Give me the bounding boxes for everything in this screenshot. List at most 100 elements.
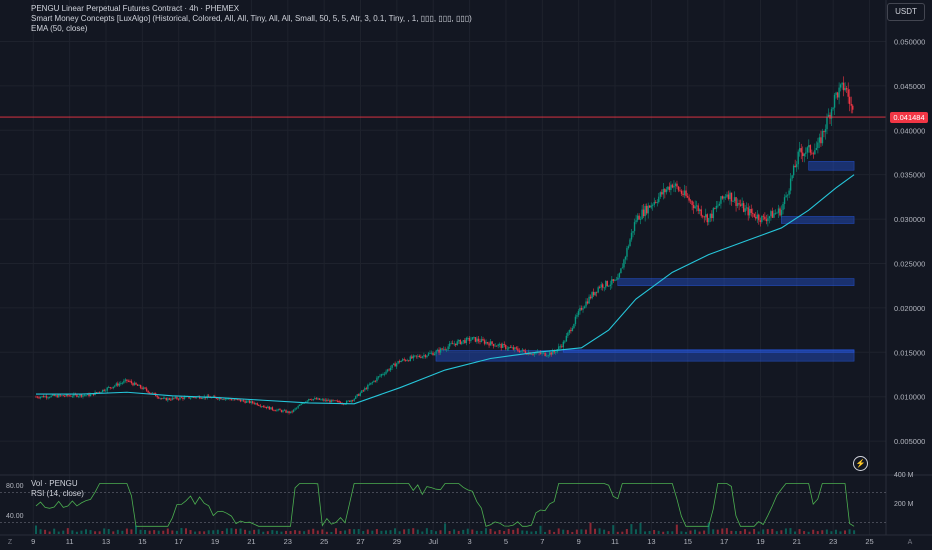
volume-bar	[498, 529, 501, 534]
x-tick-label: 21	[793, 537, 801, 546]
volume-bar	[103, 528, 106, 534]
candle-body	[617, 277, 619, 280]
x-tick-label: 23	[829, 537, 837, 546]
candle-body	[839, 84, 842, 88]
volume-bar	[716, 529, 719, 534]
candle-body	[377, 376, 380, 378]
volume-bar	[216, 529, 219, 534]
lightning-icon[interactable]: ⚡	[853, 456, 868, 471]
x-tick-label: 29	[393, 537, 401, 546]
candle-body	[256, 403, 258, 406]
candle-body	[779, 208, 781, 216]
candle-body	[486, 342, 489, 344]
candle-body	[792, 165, 795, 176]
candle-body	[258, 405, 260, 406]
candle-body	[165, 397, 168, 401]
volume-bar	[462, 529, 465, 534]
volume-bar	[698, 531, 701, 534]
candle-body	[692, 205, 695, 209]
candle-body	[35, 396, 37, 398]
candle-body	[476, 338, 478, 342]
volume-bar	[503, 531, 506, 534]
candle-body	[141, 387, 143, 390]
candle-body	[68, 395, 71, 397]
volume-bar	[666, 531, 669, 534]
currency-button[interactable]: USDT	[887, 3, 925, 21]
candle-body	[621, 267, 624, 269]
candle-body	[241, 400, 243, 402]
candle-body	[183, 397, 186, 400]
smc-indicator-label[interactable]: Smart Money Concepts [LuxAlgo] (Historic…	[31, 14, 472, 23]
x-tick-label: 7	[540, 537, 544, 546]
volume-bar	[780, 530, 783, 534]
candle-body	[191, 396, 193, 398]
candle-body	[232, 399, 234, 401]
candle-body	[736, 203, 739, 206]
x-tick-label: 13	[647, 537, 655, 546]
candle-body	[208, 395, 210, 398]
candle-body	[588, 296, 590, 304]
candle-body	[850, 103, 852, 106]
rsi-indicator-label[interactable]: RSI (14, close)	[31, 489, 84, 498]
candle-body	[42, 396, 45, 398]
volume-bar	[257, 529, 260, 534]
grid-lines	[0, 0, 886, 535]
volume-bar	[280, 531, 283, 534]
candle-body	[585, 301, 587, 307]
candle-body	[429, 353, 431, 354]
volume-bar	[194, 531, 197, 534]
candle-body	[297, 406, 299, 408]
volume-bar	[230, 528, 233, 534]
candle-body	[530, 354, 533, 355]
candle-body	[852, 105, 854, 110]
candle-body	[683, 190, 686, 196]
candle-body	[776, 212, 778, 214]
candle-body	[438, 349, 440, 353]
candle-body	[562, 341, 565, 348]
candle-body	[442, 348, 445, 350]
candle-body	[652, 204, 654, 206]
ema-indicator-label[interactable]: EMA (50, close)	[31, 24, 88, 33]
candle-body	[400, 360, 402, 363]
volume-bar	[812, 529, 815, 534]
candle-body	[694, 206, 696, 209]
volume-bar	[544, 531, 547, 534]
candle-body	[374, 380, 377, 382]
x-tick-label: 25	[320, 537, 328, 546]
volume-bar	[580, 529, 583, 534]
volume-indicator-label[interactable]: Vol · PENGU	[31, 479, 78, 488]
volume-bar	[853, 530, 856, 534]
candle-body	[827, 114, 830, 117]
candle-body	[777, 208, 780, 213]
candle-body	[100, 391, 102, 393]
x-tick-label: 27	[356, 537, 364, 546]
candle-body	[408, 360, 410, 362]
y-tick-label: 0.040000	[894, 126, 925, 135]
volume-bar	[662, 531, 665, 534]
candle-body	[261, 406, 263, 408]
candle-body	[564, 341, 566, 343]
volume-bar	[634, 529, 637, 534]
candle-body	[386, 369, 389, 372]
candle-body	[368, 384, 371, 386]
price-axis[interactable]: 0.050000 0.045000 0.040000 0.035000 0.030000…	[894, 37, 925, 446]
volume-bar	[48, 531, 51, 534]
candle-body	[668, 186, 671, 191]
symbol-title[interactable]: PENGU Linear Perpetual Futures Contract …	[31, 4, 240, 13]
volume-bar	[789, 528, 792, 534]
y-tick-label: 0.010000	[894, 393, 925, 402]
candle-body	[397, 361, 399, 364]
y-tick-label: 0.035000	[894, 171, 925, 180]
candle-body	[603, 287, 605, 289]
candle-body	[44, 396, 46, 398]
volume-bar	[403, 529, 406, 534]
candle-body	[162, 398, 164, 399]
candle-body	[830, 109, 833, 119]
volume-bar	[71, 530, 74, 534]
volume-bar	[284, 530, 287, 534]
candle-body	[656, 202, 658, 203]
candle-body	[638, 215, 640, 220]
candle-body	[800, 148, 802, 153]
